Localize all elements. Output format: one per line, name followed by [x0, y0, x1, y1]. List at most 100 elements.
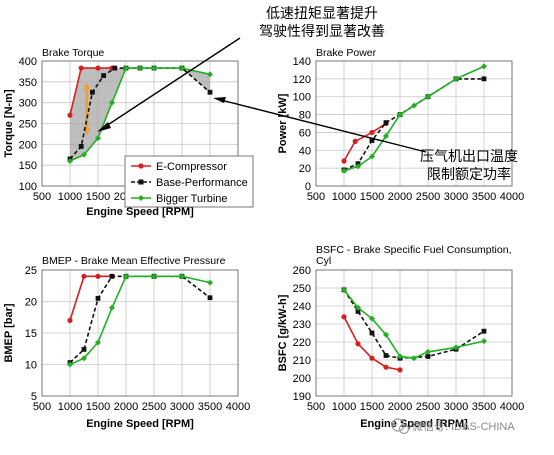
data-point-e-compressor — [397, 367, 403, 373]
data-point-bigger-turbine — [341, 167, 347, 174]
plot-border — [315, 269, 513, 397]
data-point-bigger-turbine — [179, 273, 185, 280]
chart-title-line: Cyl — [316, 255, 331, 267]
data-point-e-compressor — [352, 138, 358, 144]
data-point-bigger-turbine — [207, 71, 213, 78]
series-line-base-performance — [343, 289, 485, 359]
y-tick-label: 120 — [293, 74, 311, 86]
bmep-chart: 500 1000 1500 2000 2500 3000 3500 4000 5 10 15 20 25… — [3, 255, 250, 430]
data-point-bigger-turbine — [397, 111, 403, 118]
x-tick-label: 1000 — [332, 191, 356, 203]
bsfc-chart: 500 1000 1500 2000 2500 3000 3500 4000 190 200 210… — [277, 244, 524, 430]
chart-title-line: BSFC - Brake Specific Fuel Consumption, — [316, 244, 512, 256]
y-tick-label: 100 — [293, 92, 311, 104]
y-tick-label: 100 — [19, 181, 37, 193]
data-point-bigger-turbine — [151, 65, 157, 72]
y-tick-label: 0 — [305, 181, 311, 193]
torque-gain-shade — [70, 68, 126, 161]
data-point-base-performance — [481, 328, 487, 334]
data-point-e-compressor — [369, 129, 375, 136]
y-tick-label: 60 — [299, 127, 311, 139]
data-point-bigger-turbine — [81, 355, 87, 362]
data-point-bigger-turbine — [369, 153, 375, 160]
data-point-e-compressor — [341, 314, 347, 320]
data-point-bigger-turbine — [453, 344, 459, 351]
legend-label-bigger-turbine: Bigger Turbine — [156, 193, 228, 205]
legend-entry-base-performance: Base-Performance — [131, 177, 248, 189]
data-point-bigger-turbine — [397, 353, 403, 360]
x-tick-label: 3000 — [444, 401, 468, 413]
data-point-e-compressor — [369, 355, 375, 361]
y-tick-label: 250 — [293, 283, 311, 295]
annotation-low-speed-torque-line-2: 驾驶性得到显著改善 — [259, 23, 385, 39]
chart-title: BSFC - Brake Specific Fuel Consumption, C… — [316, 244, 512, 267]
data-point-bigger-turbine — [67, 361, 73, 368]
x-tick-label: 1000 — [58, 191, 82, 203]
y-tick-label: 10 — [25, 360, 37, 372]
series-line-e-compressor — [69, 67, 112, 116]
data-point-base-performance — [369, 138, 375, 143]
data-point-bigger-turbine — [369, 315, 375, 322]
x-axis-label: Engine Speed [RPM] — [86, 418, 194, 430]
y-axis-label: Power [kW] — [277, 93, 289, 153]
x-tick-label: 1000 — [58, 401, 82, 413]
annotation-low-speed-torque-arrowhead — [97, 122, 111, 132]
data-point-bigger-turbine — [123, 65, 129, 72]
data-point-e-compressor — [81, 273, 87, 279]
legend-marker-e-compressor — [138, 163, 144, 169]
data-point-base-performance — [207, 295, 213, 301]
y-tick-label: 200 — [19, 139, 37, 151]
y-tick-label: 260 — [293, 265, 311, 277]
data-point-e-compressor — [67, 112, 73, 118]
x-tick-label: 1500 — [360, 191, 384, 203]
x-tick-label: 500 — [33, 191, 51, 203]
plot-area — [316, 270, 512, 396]
data-point-base-performance — [369, 330, 375, 336]
data-point-e-compressor — [78, 65, 84, 71]
data-point-base-performance — [95, 295, 101, 301]
y-tick-label: 250 — [19, 119, 37, 131]
data-point-base-performance — [81, 346, 87, 352]
data-point-bigger-turbine — [355, 304, 361, 311]
watermark: 微信号: IDAS-CHINA — [391, 418, 515, 435]
x-axis-label: Engine Speed [RPM] — [360, 418, 468, 430]
data-point-base-performance — [207, 89, 213, 95]
data-point-e-compressor — [355, 341, 361, 347]
data-point-e-compressor — [95, 273, 101, 279]
y-tick-label: 20 — [299, 163, 311, 175]
series-line-base-performance — [343, 78, 484, 171]
x-tick-label: 3500 — [472, 191, 496, 203]
brake-power-chart: 500 1000 1500 2000 2500 3000 3500 4000 0 20 40 60 80… — [277, 47, 524, 203]
data-point-base-performance — [383, 120, 389, 126]
x-axis-label: Engine Speed [RPM] — [86, 206, 194, 218]
data-point-bigger-turbine — [207, 279, 213, 286]
data-point-bigger-turbine — [67, 158, 73, 164]
data-point-base-performance — [90, 89, 95, 95]
x-tick-label: 3500 — [472, 401, 496, 413]
x-tick-label: 2500 — [416, 191, 440, 203]
data-point-bigger-turbine — [151, 273, 157, 280]
data-point-bigger-turbine — [425, 93, 431, 100]
data-point-bigger-turbine — [341, 286, 347, 293]
data-point-bigger-turbine — [411, 355, 417, 362]
legend-entry-bigger-turbine: Bigger Turbine — [131, 193, 228, 205]
data-point-bigger-turbine — [383, 331, 389, 338]
x-tick-label: 1500 — [86, 191, 110, 203]
wechat-logo-icon-inner — [398, 423, 410, 435]
data-point-bigger-turbine — [383, 133, 389, 139]
chart-title: BMEP - Brake Mean Effective Pressure — [42, 255, 226, 267]
data-point-e-compressor — [95, 65, 101, 71]
y-axis-label: BSFC [g/kW-h] — [277, 294, 289, 371]
x-tick-label: 4000 — [500, 401, 524, 413]
x-tick-label: 3000 — [444, 191, 468, 203]
plot-border — [41, 269, 239, 397]
legend-marker-base-performance — [138, 179, 144, 185]
x-tick-label: 4000 — [226, 401, 250, 413]
data-point-e-compressor — [67, 317, 73, 323]
data-point-base-performance — [355, 309, 361, 314]
data-point-bigger-turbine — [411, 102, 417, 109]
y-tick-label: 300 — [19, 98, 37, 110]
data-point-base-performance — [481, 76, 487, 82]
data-point-bigger-turbine — [81, 151, 87, 158]
